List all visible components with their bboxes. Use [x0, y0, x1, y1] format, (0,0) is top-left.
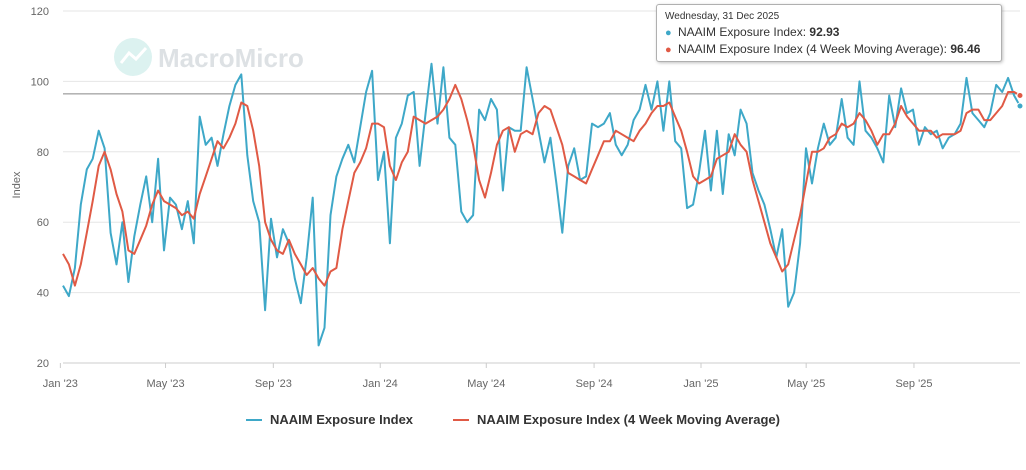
- x-tick-label: Jan '24: [363, 378, 398, 390]
- hover-point-ma: [1016, 91, 1024, 99]
- x-tick-label: May '24: [467, 378, 505, 390]
- y-tick-label: 20: [37, 358, 49, 370]
- hover-point-index: [1016, 102, 1024, 110]
- tooltip-date: Wednesday, 31 Dec 2025: [665, 11, 780, 22]
- tooltip-dot-index-icon: ●: [665, 27, 672, 39]
- watermark: MacroMicro: [114, 38, 304, 76]
- x-tick-label: Sep '23: [255, 378, 292, 390]
- y-tick-label: 100: [31, 76, 49, 88]
- y-axis-title: Index: [11, 171, 23, 198]
- legend-label-ma: NAAIM Exposure Index (4 Week Moving Aver…: [477, 412, 780, 427]
- tooltip-value-index: 92.93: [809, 25, 840, 39]
- y-axis-ticks: 20 40 60 80 100 120: [31, 6, 49, 370]
- series-line-ma: [62, 83, 1021, 287]
- watermark-logo-mark: [119, 46, 148, 64]
- y-tick-label: 40: [37, 288, 49, 300]
- tooltip-value-ma: 96.46: [950, 42, 981, 56]
- legend-label-index: NAAIM Exposure Index: [270, 412, 414, 427]
- tooltip-label-index: NAAIM Exposure Index:: [678, 25, 807, 39]
- legend-item-ma[interactable]: NAAIM Exposure Index (4 Week Moving Aver…: [453, 412, 780, 427]
- tooltip-dot-ma-icon: ●: [665, 44, 672, 56]
- tooltip: Wednesday, 31 Dec 2025 ● NAAIM Exposure …: [656, 4, 1002, 62]
- x-axis-ticks: Jan '23 May '23 Sep '23 Jan '24 May '24 Sep '…: [43, 363, 932, 390]
- x-tick-label: Sep '24: [576, 378, 613, 390]
- x-tick-label: Sep '25: [895, 378, 932, 390]
- gridlines: [63, 10, 1020, 364]
- y-tick-label: 60: [37, 217, 49, 229]
- tooltip-row-ma: ● NAAIM Exposure Index (4 Week Moving Av…: [665, 41, 993, 58]
- x-tick-label: May '23: [146, 378, 184, 390]
- tooltip-label-ma: NAAIM Exposure Index (4 Week Moving Aver…: [678, 42, 948, 56]
- legend: NAAIM Exposure Index NAAIM Exposure Inde…: [0, 412, 1026, 427]
- legend-item-index[interactable]: NAAIM Exposure Index: [246, 412, 413, 427]
- tooltip-row-index: ● NAAIM Exposure Index: 92.93: [665, 24, 993, 41]
- legend-swatch-ma: [453, 418, 470, 421]
- hover-markers: [1016, 91, 1024, 110]
- legend-swatch-index: [246, 418, 263, 421]
- x-tick-label: Jan '23: [43, 378, 78, 390]
- x-tick-label: May '25: [787, 378, 825, 390]
- series-line-index: [62, 62, 1021, 347]
- y-tick-label: 80: [37, 147, 49, 159]
- series: [62, 62, 1021, 347]
- watermark-text: MacroMicro: [158, 43, 304, 73]
- x-tick-label: Jan '25: [683, 378, 718, 390]
- y-tick-label: 120: [31, 6, 49, 18]
